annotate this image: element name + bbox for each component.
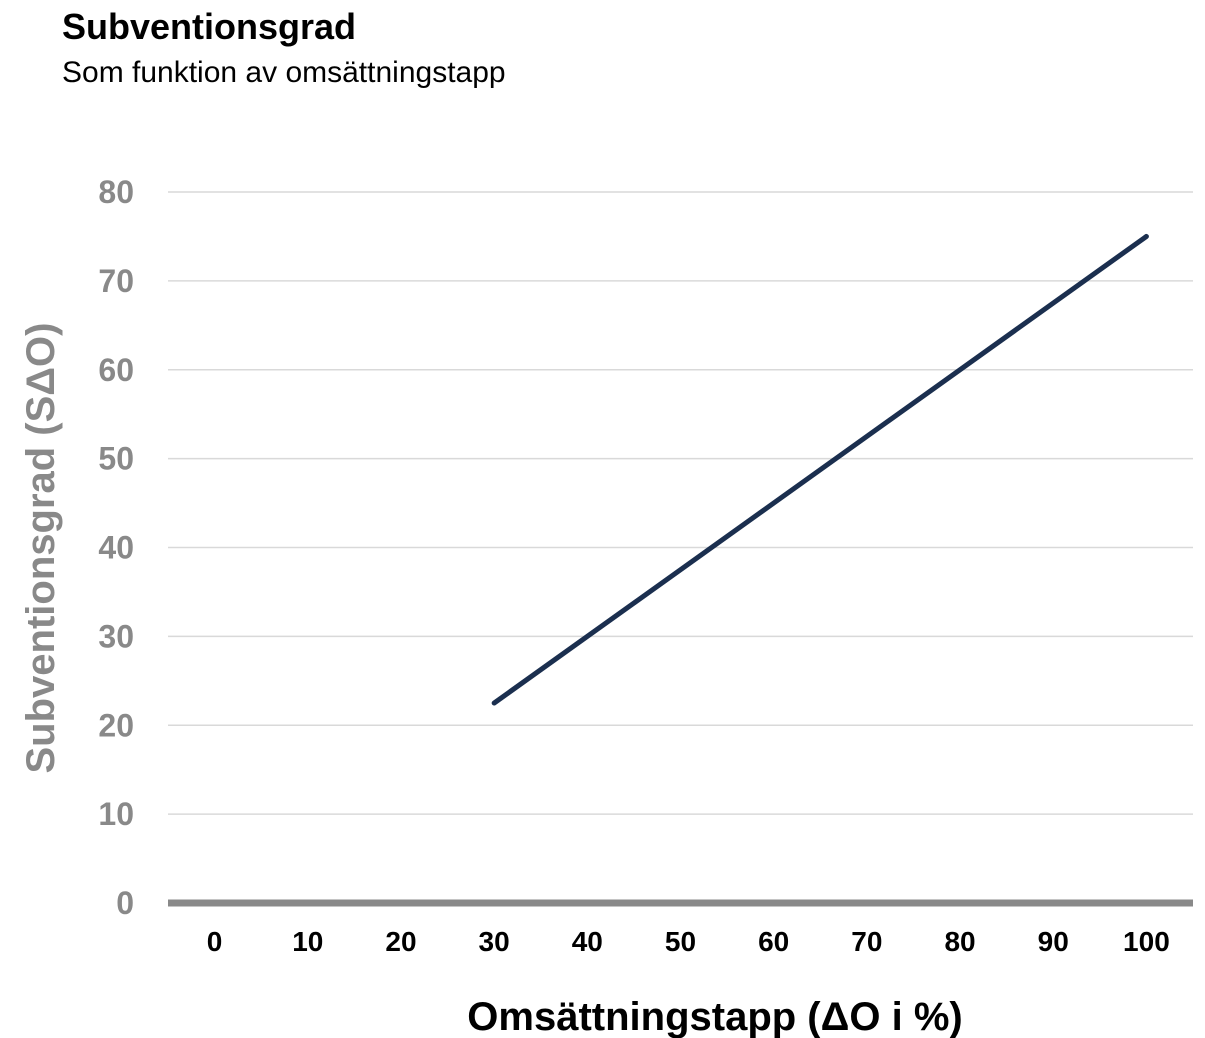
x-axis-label: Omsättningstapp (ΔO i %) [467, 995, 962, 1038]
y-tick-label: 80 [98, 174, 134, 210]
x-tick-label: 90 [1038, 926, 1069, 957]
y-axis-label: Subventionsgrad (SΔO) [19, 323, 63, 774]
x-tick-label: 10 [292, 926, 323, 957]
chart-title: Subventionsgrad [62, 6, 357, 47]
y-tick-label: 60 [98, 352, 134, 388]
x-tick-label: 30 [479, 926, 510, 957]
y-tick-label: 70 [98, 263, 134, 299]
y-tick-label: 10 [98, 796, 134, 832]
x-tick-label: 80 [944, 926, 975, 957]
x-tick-label: 70 [851, 926, 882, 957]
x-tick-label: 20 [385, 926, 416, 957]
y-axis-ticks: 0 10 20 30 40 50 60 70 80 [98, 174, 134, 921]
y-tick-label: 40 [98, 530, 134, 566]
series-group [491, 233, 1149, 706]
x-tick-label: 40 [572, 926, 603, 957]
series-line-0 [491, 233, 1149, 706]
x-tick-label: 0 [207, 926, 223, 957]
y-tick-label: 20 [98, 707, 134, 743]
y-tick-label: 30 [98, 618, 134, 654]
y-tick-label: 50 [98, 441, 134, 477]
x-tick-label: 50 [665, 926, 696, 957]
gridlines [168, 191, 1193, 815]
x-axis-ticks: 0 10 20 30 40 50 60 70 80 90 100 [207, 926, 1170, 957]
x-tick-label: 100 [1123, 926, 1170, 957]
chart-subtitle: Som funktion av omsättningstapp [62, 56, 506, 89]
x-tick-label: 60 [758, 926, 789, 957]
y-tick-label: 0 [116, 885, 134, 921]
